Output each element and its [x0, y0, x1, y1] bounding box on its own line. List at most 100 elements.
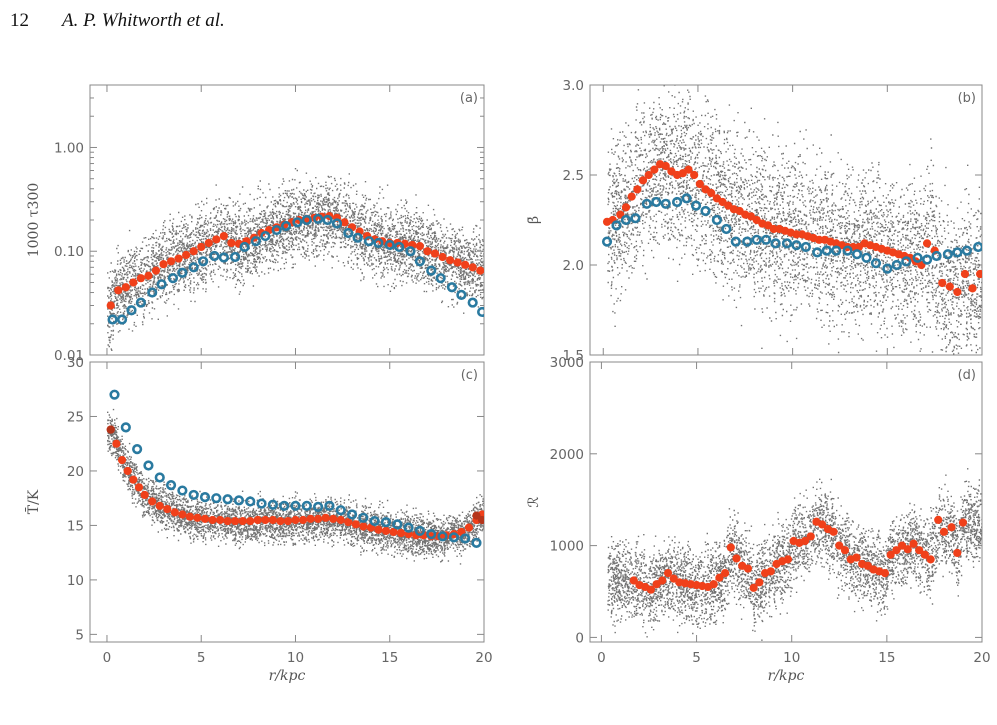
- y-tick-label: 1.00: [54, 140, 84, 156]
- series-point-filled-red: [329, 514, 338, 523]
- series-point-open-blue: [711, 214, 722, 226]
- y-tick-label: 30: [67, 355, 84, 371]
- series-point-open-blue: [812, 247, 823, 258]
- series-point-open-blue: [742, 236, 753, 247]
- series-point-open-blue: [681, 193, 692, 204]
- series-point-open-blue: [781, 238, 793, 249]
- series-point-filled-red: [166, 257, 176, 266]
- series-point-filled-red: [430, 249, 440, 258]
- pixel-scatter-cloud: [107, 408, 484, 565]
- series-point-filled-red: [359, 522, 368, 531]
- series-point-filled-red: [939, 527, 949, 536]
- series-point-open-blue: [414, 525, 426, 536]
- series-point-filled-red: [129, 278, 138, 287]
- panel-a: 0.01 0.10 1.00 (a) 1000 τ300: [26, 84, 485, 364]
- series-point-open-blue: [331, 218, 343, 229]
- series-point-filled-red: [261, 515, 270, 525]
- series-point-open-blue: [260, 230, 271, 242]
- series-point-open-blue: [177, 267, 188, 278]
- series-point-filled-red: [193, 513, 202, 522]
- series-point-filled-red: [136, 274, 145, 283]
- series-point-filled-red: [721, 569, 730, 578]
- series-point-open-blue: [230, 251, 241, 263]
- series-point-filled-red: [121, 283, 130, 292]
- series-point-open-blue: [324, 500, 335, 511]
- series-point-open-blue: [335, 505, 346, 516]
- series-point-open-blue: [267, 499, 278, 510]
- series-point-open-blue: [322, 214, 333, 226]
- series-point-open-blue: [165, 480, 177, 491]
- y-tick-label: 0.10: [54, 244, 84, 260]
- series-point-open-blue: [156, 279, 167, 290]
- series-point-open-blue: [211, 493, 222, 504]
- series-point-filled-darkred: [478, 515, 484, 525]
- series-point-open-blue: [177, 485, 188, 496]
- series-point-filled-red: [715, 573, 724, 582]
- running-head-authors: A. P. Whitworth et al.: [62, 10, 225, 31]
- x-tick-label: 15: [381, 650, 398, 666]
- series-point-filled-red: [464, 523, 474, 532]
- series-point-filled-red: [276, 516, 285, 526]
- series-point-open-blue: [901, 256, 912, 267]
- series-point-open-blue: [292, 217, 303, 228]
- series-point-filled-red: [227, 238, 236, 248]
- series-point-open-blue: [952, 247, 963, 258]
- series-point-open-blue: [477, 306, 484, 318]
- series-point-filled-red: [423, 247, 432, 256]
- series-point-open-blue: [369, 515, 380, 527]
- series-point-filled-red: [684, 165, 693, 174]
- series-point-filled-red: [170, 508, 179, 517]
- series-point-open-blue: [256, 498, 267, 509]
- series-point-filled-red: [909, 539, 918, 548]
- series-point-filled-red: [840, 546, 850, 555]
- y-tick-label: 2.0: [563, 258, 584, 274]
- series-point-filled-red: [690, 170, 699, 180]
- series-point-open-blue: [250, 236, 261, 247]
- series-point-open-blue: [135, 297, 146, 308]
- series-point-open-blue: [414, 256, 426, 267]
- series-point-open-blue: [942, 249, 954, 260]
- y-tick-label: 0: [575, 630, 584, 646]
- series-point-filled-red: [818, 520, 827, 529]
- series-point-open-blue: [641, 198, 652, 209]
- series-point-filled-red: [755, 578, 764, 587]
- series-point-open-blue: [791, 240, 802, 251]
- panel-c: 0 5 10 15 20 5 10 15 20 25 30 (c) T̄/K r/kpc: [24, 355, 492, 684]
- series-point-open-blue: [630, 213, 641, 224]
- series-point-open-blue: [245, 496, 256, 507]
- series-point-filled-red: [148, 497, 157, 506]
- series-point-open-blue: [358, 512, 369, 523]
- series-point-filled-red: [468, 263, 477, 272]
- series-point-open-blue: [233, 495, 245, 506]
- series-point-filled-red: [880, 569, 890, 578]
- y-tick-label: 10: [67, 573, 84, 589]
- series-point-open-blue: [882, 263, 893, 274]
- series-point-open-blue: [346, 509, 358, 520]
- series-point-filled-red: [200, 514, 210, 523]
- x-tick-label: 10: [287, 650, 304, 666]
- series-point-open-blue: [109, 389, 120, 400]
- series-point-filled-red: [947, 523, 956, 532]
- series-point-open-blue: [426, 265, 437, 276]
- series-point-filled-red: [920, 550, 930, 559]
- y-axis-title: 1000 τ300: [26, 183, 42, 258]
- y-tick-label: 5: [75, 627, 84, 643]
- series-point-filled-red: [253, 515, 262, 525]
- series-point-open-blue: [313, 213, 324, 224]
- series-point-open-blue: [891, 259, 902, 271]
- series-point-filled-red: [314, 514, 323, 523]
- series-point-filled-red: [106, 301, 115, 310]
- series-point-filled-red: [695, 179, 704, 189]
- pixel-scatter-cloud: [607, 468, 982, 641]
- series-point-filled-red: [783, 555, 793, 564]
- series-point-open-blue: [471, 537, 482, 548]
- y-tick-label: 3.0: [563, 78, 584, 94]
- series-point-filled-red: [953, 548, 962, 558]
- series-point-open-blue: [620, 214, 632, 226]
- x-tick-label: 15: [878, 650, 895, 666]
- series-point-open-blue: [218, 252, 229, 263]
- series-point-open-blue: [147, 287, 158, 298]
- y-tick-label: 0.01: [54, 348, 84, 364]
- series-point-open-blue: [154, 472, 165, 483]
